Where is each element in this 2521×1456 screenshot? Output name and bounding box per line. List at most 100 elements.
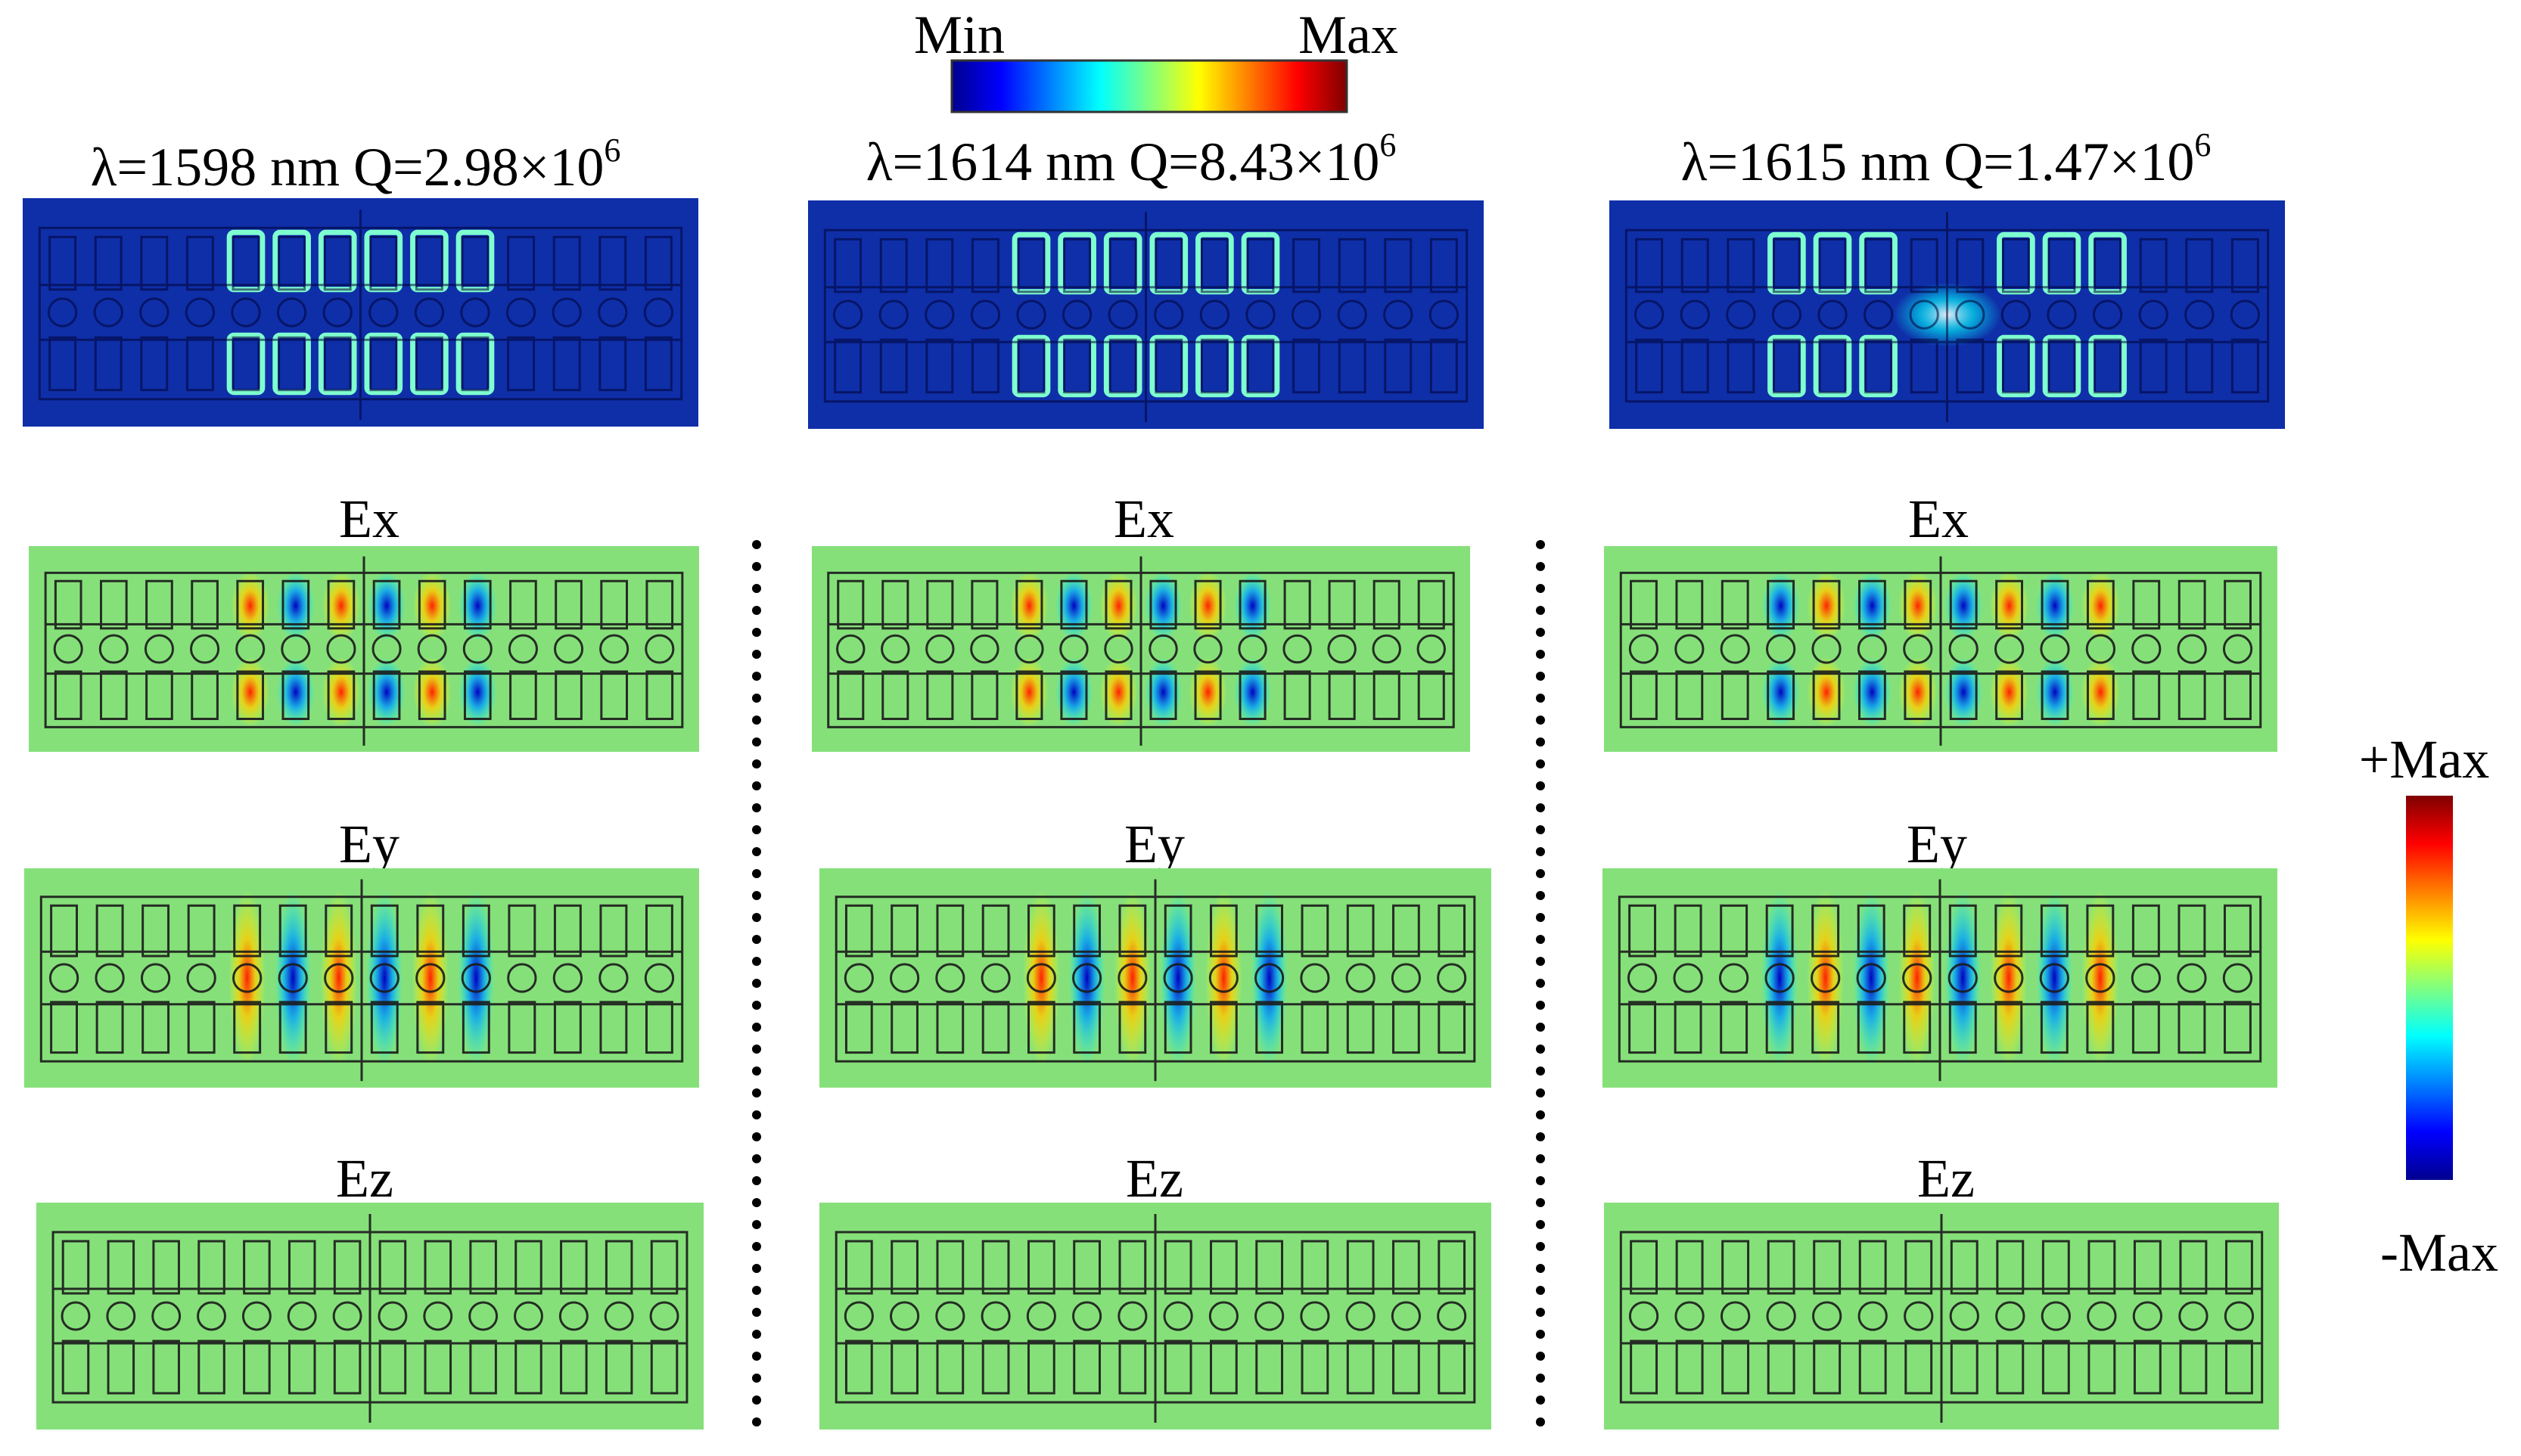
lower-tooth [1200, 338, 1229, 394]
hole [1108, 300, 1138, 330]
intensity-lobe [1997, 334, 2035, 398]
hole [53, 634, 83, 664]
upper-tooth [844, 904, 873, 958]
hole [185, 297, 216, 328]
field-lobe [320, 890, 357, 1066]
field-map-ez-3 [1604, 1203, 2279, 1430]
hole [462, 634, 493, 664]
lower-tooth [424, 1340, 452, 1395]
separator-dot [1536, 1417, 1545, 1427]
col2-ex-label: Ex [1114, 489, 1174, 549]
upper-tooth [145, 579, 173, 630]
structure-outline [44, 556, 684, 746]
hole [281, 634, 311, 664]
hole [2131, 963, 2162, 993]
upper-tooth [1767, 1240, 1795, 1295]
intensity-maps [23, 198, 2285, 429]
upper-tooth [1996, 1240, 2025, 1295]
upper-tooth [325, 904, 353, 958]
lower-tooth [418, 670, 446, 720]
lower-tooth [1675, 1340, 1704, 1395]
hole [417, 634, 447, 664]
lower-tooth [1255, 1001, 1284, 1054]
upper-tooth [48, 235, 77, 291]
hole [1118, 963, 1148, 993]
hole [231, 297, 261, 328]
lower-tooth [1210, 1001, 1238, 1054]
hole [1766, 634, 1796, 664]
lower-tooth [1073, 1001, 1101, 1054]
lower-tooth [1346, 1340, 1375, 1395]
lower-tooth [2087, 1340, 2116, 1395]
lower-tooth [1155, 338, 1183, 394]
separator-dot [1536, 869, 1545, 878]
separator-dot [1536, 1132, 1545, 1141]
hole [1817, 300, 1848, 330]
lower-tooth [1765, 1001, 1794, 1054]
upper-tooth [1680, 237, 1709, 293]
separator-dot [752, 913, 761, 922]
intensity-lobe [410, 332, 449, 396]
hole [890, 1301, 920, 1331]
lower-tooth [1675, 670, 1704, 720]
upper-tooth [462, 904, 490, 958]
lower-tooth [370, 1001, 399, 1054]
separator-dot [752, 737, 761, 747]
upper-tooth [1950, 1240, 1979, 1295]
upper-tooth [1239, 579, 1267, 630]
hole [1193, 634, 1223, 664]
lower-tooth [415, 336, 443, 392]
hole [925, 634, 955, 664]
hole [61, 1301, 91, 1331]
separator-dot [752, 1176, 761, 1185]
lower-tooth [2040, 1001, 2069, 1054]
upper-tooth [424, 1240, 452, 1295]
lower-tooth [461, 336, 490, 392]
lower-tooth [140, 336, 169, 392]
lower-tooth [599, 1001, 628, 1054]
hole [378, 1301, 408, 1331]
intensity-lobe [1813, 334, 1852, 398]
upper-tooth [369, 235, 398, 291]
field-map-ex-3 [1604, 546, 2277, 752]
lower-tooth [1767, 670, 1795, 720]
lower-tooth [2133, 1340, 2162, 1395]
hole [190, 634, 220, 664]
lower-tooth [1680, 338, 1709, 394]
upper-tooth [1292, 237, 1321, 293]
hole [1327, 634, 1357, 664]
upper-tooth [1995, 579, 2023, 630]
hole [186, 963, 216, 993]
hole [106, 1301, 136, 1331]
hole [598, 963, 629, 993]
upper-tooth [1438, 1240, 1466, 1295]
upper-tooth [191, 579, 219, 630]
upper-tooth [2224, 1240, 2253, 1295]
hole [1628, 1301, 1659, 1331]
structure-outline [835, 879, 1476, 1082]
separator-dot [752, 672, 761, 681]
upper-tooth [1301, 904, 1329, 958]
lower-tooth [1027, 1001, 1055, 1054]
hole [2041, 1301, 2071, 1331]
separator-dot [1536, 606, 1545, 615]
upper-tooth [650, 1240, 679, 1295]
hole [598, 297, 628, 328]
lower-tooth [1995, 670, 2023, 720]
lower-tooth [243, 1340, 271, 1395]
separator-dot [1536, 825, 1545, 834]
upper-tooth [1864, 237, 1893, 293]
lower-tooth [1818, 338, 1847, 394]
lower-tooth [1630, 670, 1658, 720]
hole [1428, 300, 1459, 330]
upper-tooth [378, 1240, 407, 1295]
upper-tooth [1027, 1240, 1055, 1295]
hole [1345, 1301, 1376, 1331]
hole [552, 963, 583, 993]
separator-dot [1536, 1330, 1545, 1339]
upper-tooth [1910, 237, 1938, 293]
hole [1416, 634, 1446, 664]
lower-tooth [1392, 1001, 1420, 1054]
hole [925, 300, 955, 330]
